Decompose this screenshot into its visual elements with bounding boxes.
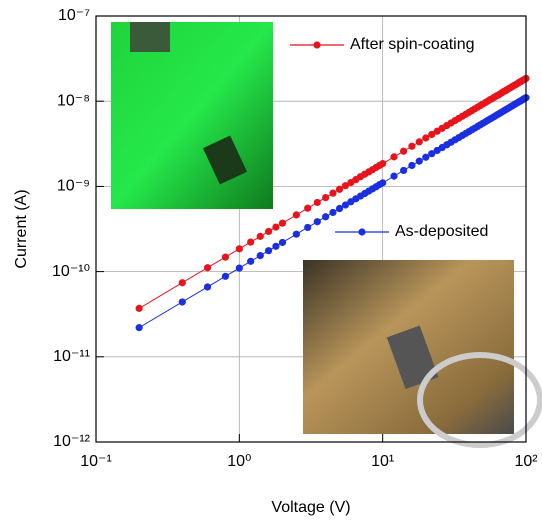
data-point xyxy=(304,223,312,232)
data-point xyxy=(390,172,398,180)
data-point xyxy=(278,219,287,227)
data-point xyxy=(341,182,350,190)
x-axis-label: Voltage (V) xyxy=(271,499,350,516)
data-point xyxy=(408,161,416,170)
data-point xyxy=(422,153,430,161)
data-point xyxy=(322,213,330,221)
inset-detail xyxy=(130,22,170,52)
legend-marker xyxy=(313,41,321,49)
y-tick-label: 10⁻⁸ xyxy=(57,92,90,109)
legend-label: After spin-coating xyxy=(350,36,475,53)
legend: After spin-coating As-deposited xyxy=(290,36,488,240)
data-point xyxy=(203,283,212,291)
data-point xyxy=(329,189,337,197)
data-point xyxy=(264,247,273,255)
y-tick-label: 10⁻⁹ xyxy=(57,178,90,195)
x-tick-label: 10⁻¹ xyxy=(80,453,112,470)
data-point xyxy=(278,238,287,247)
data-point xyxy=(422,134,430,142)
data-point xyxy=(235,264,243,272)
data-point xyxy=(379,179,387,187)
data-point xyxy=(400,147,408,155)
data-point xyxy=(264,227,273,236)
data-point xyxy=(203,264,212,272)
y-tick-label: 10⁻¹¹ xyxy=(53,348,90,365)
data-point xyxy=(292,211,300,219)
data-point xyxy=(304,204,312,212)
inset-detail xyxy=(417,352,542,448)
data-point xyxy=(292,230,300,238)
inset-image xyxy=(111,22,273,209)
y-tick-label: 10⁻¹⁰ xyxy=(52,263,90,280)
data-point xyxy=(178,279,186,287)
data-point xyxy=(428,130,436,139)
plot-frame xyxy=(95,15,527,443)
y-tick-label: 10⁻⁷ xyxy=(58,7,90,24)
data-point xyxy=(221,253,230,261)
data-point xyxy=(313,218,321,226)
x-tick-label: 10¹ xyxy=(371,453,394,470)
y-tick-label: 10⁻¹² xyxy=(53,433,91,450)
data-point xyxy=(341,201,350,209)
data-point xyxy=(428,150,436,158)
inset-photo-tan xyxy=(303,260,542,448)
data-point xyxy=(335,204,344,213)
data-point xyxy=(390,153,398,161)
legend-marker xyxy=(358,228,366,236)
inset-detail xyxy=(202,135,248,185)
data-point xyxy=(178,298,186,306)
legend-label: As-deposited xyxy=(395,223,488,240)
data-point xyxy=(256,252,264,260)
data-point xyxy=(272,242,280,250)
y-axis-label: Current (A) xyxy=(13,189,30,268)
data-point xyxy=(335,185,344,193)
data-point xyxy=(313,198,321,207)
data-point xyxy=(135,304,143,312)
data-point xyxy=(247,238,255,246)
data-point xyxy=(379,160,387,168)
data-point xyxy=(221,272,230,280)
data-point xyxy=(135,324,143,332)
data-point xyxy=(408,142,416,150)
data-point xyxy=(235,245,243,253)
data-point xyxy=(415,138,423,146)
data-point xyxy=(256,232,264,240)
data-point xyxy=(272,223,280,231)
x-tick-label: 10⁰ xyxy=(227,453,251,470)
inset-photo-green xyxy=(111,22,273,209)
inset-detail xyxy=(386,325,439,390)
data-point xyxy=(329,208,337,217)
data-point xyxy=(247,257,255,265)
data-point xyxy=(322,193,330,202)
x-tick-label: 10² xyxy=(514,453,538,470)
data-point xyxy=(415,157,423,165)
data-point xyxy=(400,166,408,175)
